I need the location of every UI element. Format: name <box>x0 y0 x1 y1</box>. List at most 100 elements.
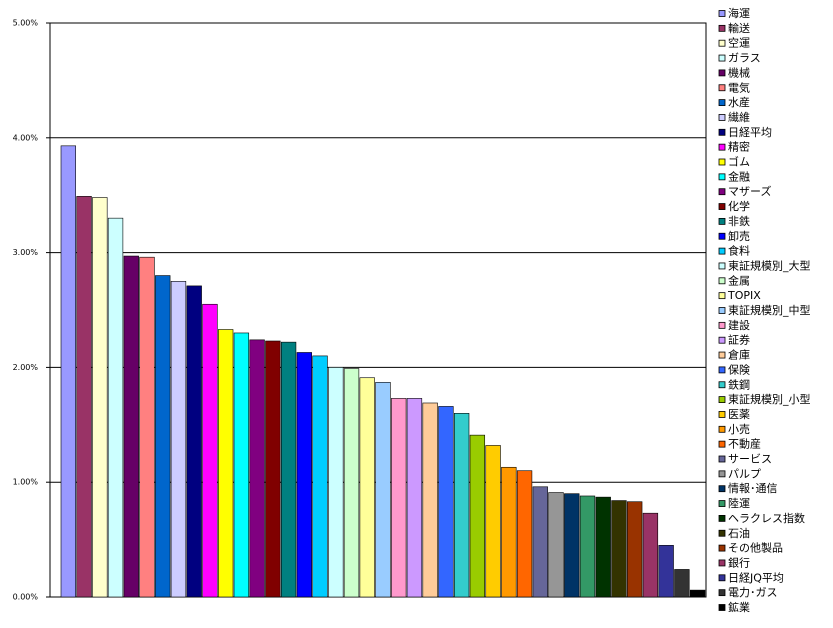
legend-label: 保険 <box>728 362 750 376</box>
legend-label: 卸売 <box>728 229 750 243</box>
legend-label: 電力･ガス <box>728 586 778 599</box>
y-tick-label: 5.00% <box>13 19 39 28</box>
legend-swatch <box>718 39 726 47</box>
legend-swatch <box>718 307 726 314</box>
legend-label: 電気 <box>728 80 750 94</box>
bar <box>453 413 470 598</box>
legend-swatch <box>718 217 726 225</box>
legend-swatch <box>718 99 726 106</box>
bar <box>516 470 533 598</box>
bar <box>579 495 596 598</box>
bar <box>611 500 627 598</box>
legend-swatch <box>718 381 726 389</box>
legend-swatch <box>718 232 726 240</box>
legend-swatch <box>718 425 726 433</box>
legend-label: 水産 <box>728 96 750 109</box>
legend-swatch <box>718 114 726 121</box>
legend-label: ゴム <box>728 155 750 169</box>
legend-swatch <box>718 128 726 136</box>
bar <box>422 402 438 598</box>
legend-swatch <box>718 321 726 329</box>
legend-swatch <box>718 69 726 77</box>
legend-swatch <box>718 188 726 196</box>
legend-label: パルプ <box>728 467 761 480</box>
legend-swatch <box>718 515 726 522</box>
legend-label: 非鉄 <box>728 214 750 228</box>
legend-label: 鉄鋼 <box>728 377 750 391</box>
y-tick-label: 2.00% <box>13 363 39 372</box>
bar <box>233 332 250 598</box>
legend-swatch <box>718 292 726 300</box>
legend-label: 東証規模別_大型 <box>728 258 811 272</box>
y-tick-label: 4.00% <box>13 133 39 142</box>
legend-label: マザーズ <box>728 184 771 198</box>
legend-swatch <box>718 247 726 255</box>
legend-swatch <box>718 455 726 463</box>
legend-label: 精密 <box>728 140 750 154</box>
bar <box>359 377 375 598</box>
legend-label: 東証規模別_小型 <box>728 392 811 406</box>
legend-swatch <box>718 84 726 92</box>
legend-label: 化学 <box>728 199 750 213</box>
bar <box>689 589 706 598</box>
legend-swatch <box>718 203 726 210</box>
legend-label: ガラス <box>728 52 761 65</box>
legend-label: 繊維 <box>728 111 750 124</box>
legend-label: 倉庫 <box>728 348 750 362</box>
legend-label: 銀行 <box>728 555 750 569</box>
legend-label: TOPIX <box>727 289 761 302</box>
legend-label: 金属 <box>728 273 750 287</box>
legend-label: 情報･通信 <box>728 482 778 495</box>
bar <box>249 339 265 598</box>
legend-swatch <box>718 158 726 166</box>
bar <box>296 352 312 598</box>
bar <box>532 486 548 598</box>
legend-label: 金融 <box>728 169 750 183</box>
bar <box>123 255 139 598</box>
legend-label: 石油 <box>728 526 750 540</box>
legend-swatch <box>718 440 726 448</box>
legend-label: 日経JQ平均 <box>728 571 784 584</box>
legend-label: 医薬 <box>728 408 750 421</box>
legend-label: その他製品 <box>728 541 783 555</box>
bar <box>658 545 674 598</box>
y-tick-label: 3.00% <box>13 248 39 257</box>
legend-label: 食料 <box>728 244 750 258</box>
legend-swatch <box>718 574 726 582</box>
legend-label: ヘラクレス指数 <box>728 511 805 525</box>
legend-swatch <box>718 500 726 507</box>
bar <box>265 340 281 598</box>
legend-swatch <box>718 589 726 597</box>
bar <box>186 285 202 598</box>
y-tick-label: 0.00% <box>13 593 39 602</box>
legend-label: 空運 <box>728 36 750 50</box>
bar <box>406 398 423 598</box>
bar <box>155 275 171 598</box>
legend-swatch <box>718 529 726 537</box>
bar <box>92 197 108 598</box>
legend-swatch <box>718 54 726 62</box>
bar <box>595 496 611 598</box>
bar <box>627 501 643 598</box>
legend-label: サービス <box>728 453 772 466</box>
bar <box>76 196 92 598</box>
legend-label: 建設 <box>728 318 750 332</box>
legend-label: 証券 <box>728 333 750 347</box>
bar <box>642 512 659 598</box>
bar <box>501 466 517 598</box>
legend-swatch <box>718 262 726 270</box>
legend-label: 日経平均 <box>728 126 772 139</box>
bar <box>202 303 218 598</box>
legend-swatch <box>718 544 726 552</box>
legend-swatch <box>718 173 726 181</box>
legend-label: 小売 <box>728 423 750 436</box>
bar <box>312 355 328 598</box>
legend-label: 陸運 <box>728 497 750 510</box>
bar <box>564 493 580 598</box>
legend-label: 機械 <box>728 65 750 79</box>
legend-label: 不動産 <box>728 437 761 451</box>
bar <box>107 217 124 598</box>
legend-label: 鉱業 <box>728 600 750 614</box>
legend-swatch <box>718 396 726 404</box>
